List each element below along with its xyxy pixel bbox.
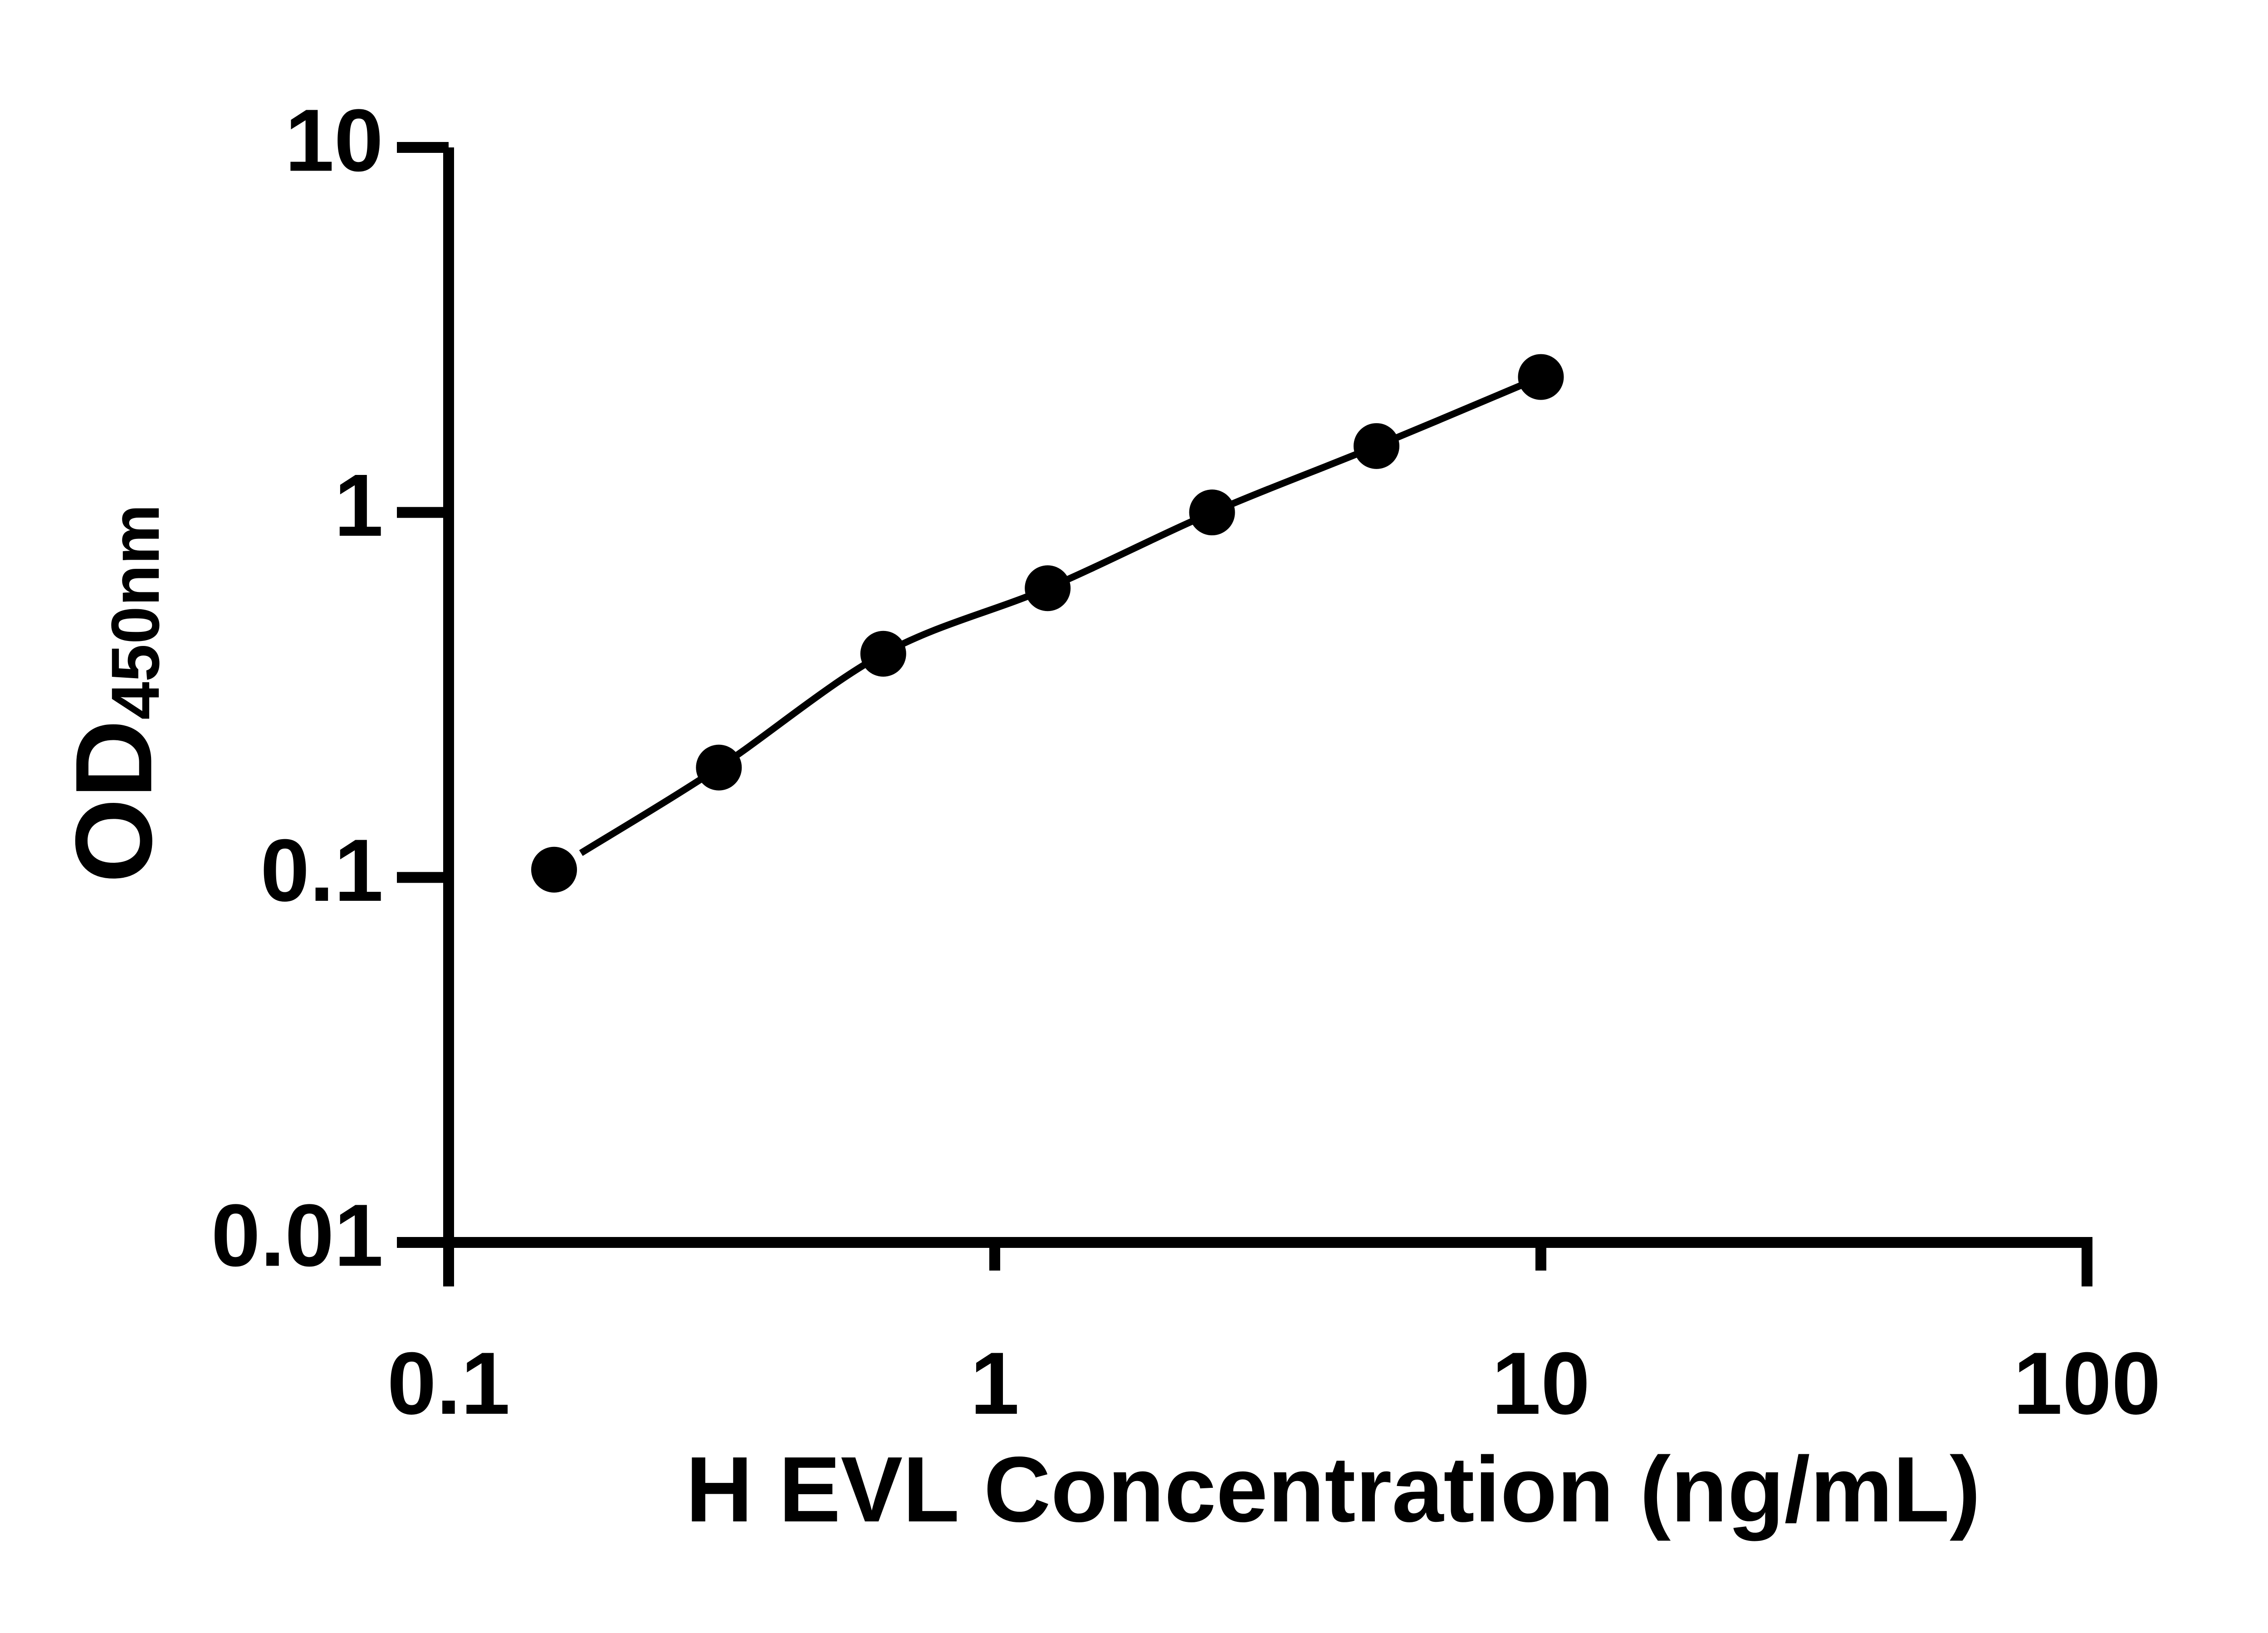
svg-text:1: 1 [334, 456, 383, 555]
svg-text:10: 10 [1492, 1334, 1590, 1433]
svg-text:H EVL Concentration (ng/mL): H EVL Concentration (ng/mL) [686, 1437, 1981, 1541]
svg-text:100: 100 [2013, 1334, 2160, 1433]
svg-text:10: 10 [285, 91, 383, 190]
svg-text:0.1: 0.1 [260, 821, 383, 920]
svg-text:0.1: 0.1 [387, 1334, 510, 1433]
svg-text:0.01: 0.01 [211, 1186, 383, 1285]
svg-text:1: 1 [970, 1334, 1019, 1433]
